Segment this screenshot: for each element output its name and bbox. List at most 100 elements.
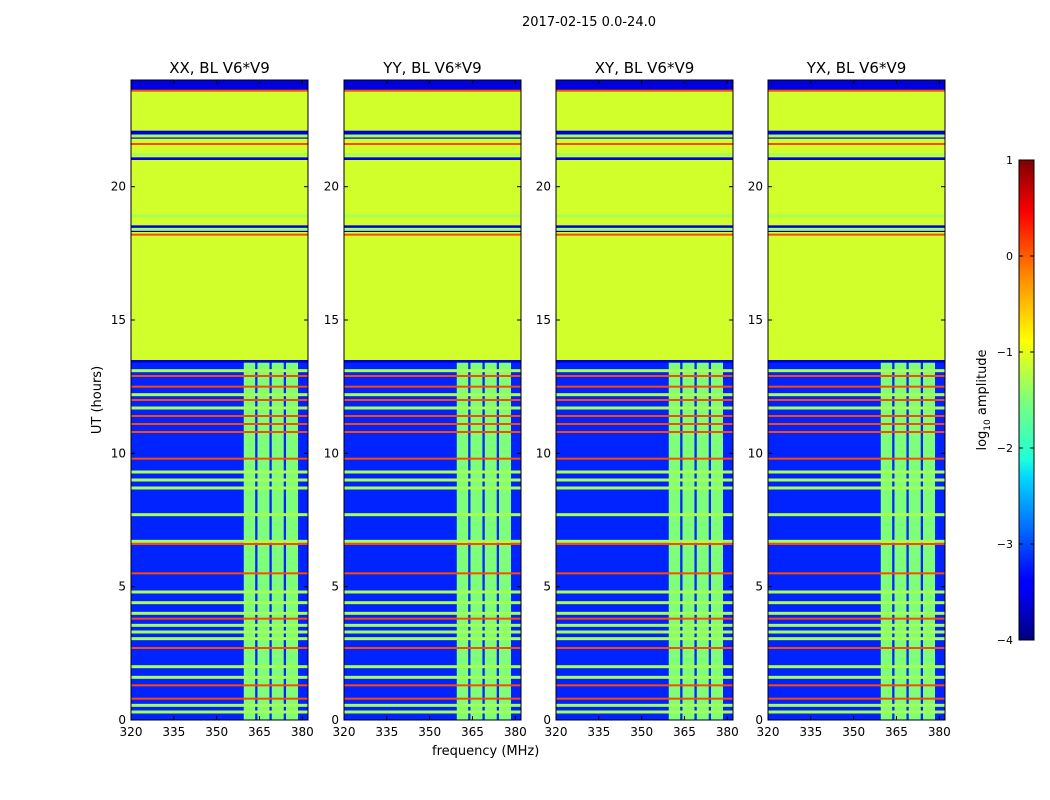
hot-line [131, 415, 308, 417]
hot-line [344, 697, 521, 700]
x-tick-label: 365 [673, 725, 696, 739]
x-tick-label: 320 [120, 725, 143, 739]
warm-line [556, 665, 733, 669]
hot-line [131, 697, 308, 700]
warm-line [556, 703, 733, 707]
warm-line [131, 623, 308, 627]
x-tick-label: 335 [162, 725, 185, 739]
axes-frame [555, 79, 734, 721]
hot-line [131, 385, 308, 388]
warm-line [344, 539, 521, 543]
warm-line [556, 630, 733, 634]
heatmap-image [131, 80, 308, 720]
y-tick-label: 0 [543, 713, 551, 727]
x-tick-label: 350 [205, 725, 228, 739]
panel-title: XY, BL V6*V9 [595, 59, 695, 77]
flagged-region [556, 160, 733, 218]
warm-line [556, 601, 733, 605]
hot-line [556, 697, 733, 700]
y-tick-label: 20 [536, 180, 551, 194]
colorbar-tick-label: 0 [1006, 250, 1013, 263]
hot-line [344, 375, 521, 377]
colorbar-tick-label: −3 [997, 538, 1013, 551]
warm-line [131, 601, 308, 605]
warm-line [344, 601, 521, 605]
hot-line [556, 233, 733, 236]
x-tick-label: 365 [461, 725, 484, 739]
warm-line [344, 486, 521, 490]
y-tick-label: 5 [118, 580, 126, 594]
warm-line [556, 134, 733, 138]
warm-line [768, 675, 945, 679]
warm-line [768, 623, 945, 627]
warm-line [131, 406, 308, 410]
y-tick-label: 10 [536, 446, 551, 460]
dark-band [768, 80, 945, 91]
warm-line [344, 134, 521, 138]
warm-line [768, 393, 945, 397]
panel-4: YX, BL V6*V9 320 335 350 365 380 0 5 10 15 20 [748, 59, 951, 739]
hot-line [131, 647, 308, 649]
hot-line [131, 684, 308, 687]
warm-line [768, 703, 945, 707]
warm-line [556, 227, 733, 231]
warm-line [131, 590, 308, 594]
y-tick-label: 0 [331, 713, 339, 727]
warm-line [556, 637, 733, 641]
warm-line [344, 478, 521, 482]
warm-line [344, 630, 521, 634]
x-tick-label: 365 [248, 725, 271, 739]
y-tick-label: 20 [324, 180, 339, 194]
warm-line [131, 486, 308, 490]
warm-line [556, 406, 733, 410]
y-tick-label: 15 [536, 313, 551, 327]
warm-line [344, 406, 521, 410]
x-tick-label: 380 [291, 725, 314, 739]
hot-line [768, 385, 945, 388]
dark-band [131, 157, 308, 160]
hot-line [768, 143, 945, 145]
warm-line [556, 369, 733, 373]
warm-line [344, 703, 521, 707]
dark-band [344, 360, 521, 363]
dark-band [131, 80, 308, 91]
hot-line [556, 431, 733, 433]
warm-line [131, 227, 308, 231]
warm-line [768, 539, 945, 543]
warm-line [768, 486, 945, 490]
warm-line [768, 611, 945, 615]
hot-line [131, 375, 308, 377]
warm-line [768, 214, 945, 218]
hot-line [556, 457, 733, 460]
axes-frame [767, 79, 946, 721]
warm-line [556, 513, 733, 517]
hot-line [556, 423, 733, 425]
warm-line [556, 393, 733, 397]
hot-line [344, 431, 521, 433]
warm-line [131, 134, 308, 138]
warm-line [556, 590, 733, 594]
hot-line [556, 89, 733, 92]
warm-line [344, 393, 521, 397]
warm-line [344, 665, 521, 669]
dark-band [344, 80, 521, 91]
x-tick-label: 380 [716, 725, 739, 739]
y-tick-label: 10 [748, 446, 763, 460]
warm-line [131, 539, 308, 543]
colorbar-label: log10 amplitude [975, 349, 993, 450]
dark-band [556, 360, 733, 363]
warm-line [344, 214, 521, 218]
hot-line [344, 385, 521, 388]
x-tick-label: 320 [333, 725, 356, 739]
warm-line [556, 214, 733, 218]
hot-line [768, 684, 945, 687]
warm-line [131, 513, 308, 517]
y-tick-label: 20 [748, 180, 763, 194]
x-tick-label: 335 [375, 725, 398, 739]
warm-line [768, 590, 945, 594]
dark-band [556, 80, 733, 91]
panel-1: XX, BL V6*V9 320 335 350 365 380 0 5 10 15 20 UT (h… [90, 59, 314, 739]
warm-line [344, 590, 521, 594]
warm-line [131, 665, 308, 669]
